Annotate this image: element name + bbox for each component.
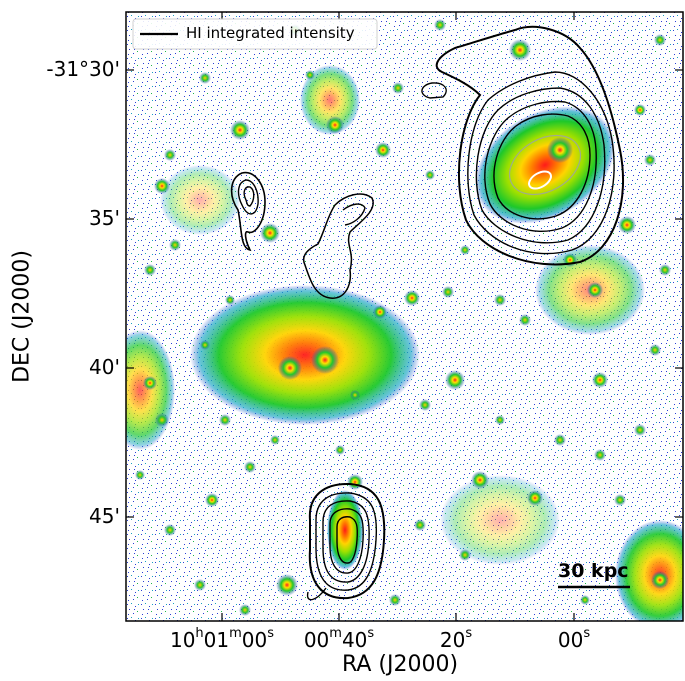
x-axis-label: RA (J2000) [341, 652, 459, 677]
xtick-label: 00s [557, 626, 591, 652]
ytick-label: 45' [89, 504, 120, 528]
hi-contours [230, 25, 624, 601]
legend-label: HI integrated intensity [186, 24, 355, 42]
plot-frame [125, 11, 684, 622]
star-field [135, 19, 671, 616]
ytick-label: -31°30' [46, 57, 120, 81]
xtick-label: 10h01m00s [169, 626, 275, 652]
xtick-label: 00m40s [303, 626, 375, 652]
ytick-label: 40' [89, 355, 120, 379]
y-axis-label: DEC (J2000) [9, 250, 35, 383]
legend [132, 18, 378, 50]
xtick-label: 20s [439, 626, 473, 652]
scale-bar-label: 30 kpc [558, 560, 629, 582]
tick-marks [126, 12, 683, 621]
ytick-label: 35' [89, 206, 120, 230]
